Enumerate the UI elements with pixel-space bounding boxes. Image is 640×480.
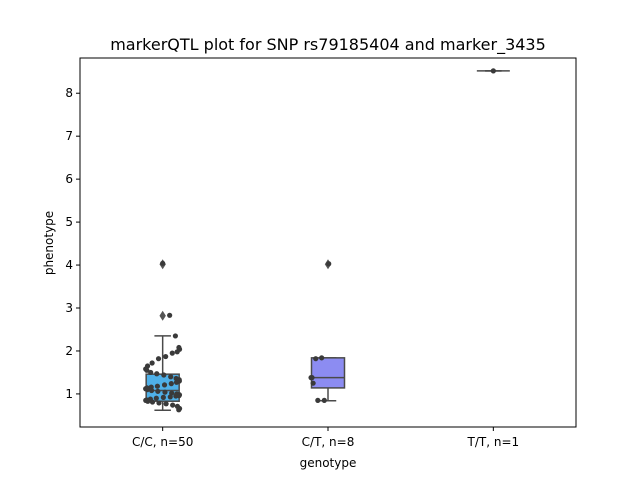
y-tick-label: 7	[65, 129, 73, 143]
y-tick-label: 2	[65, 344, 73, 358]
x-tick-label: C/C, n=50	[132, 435, 193, 449]
data-point	[168, 374, 174, 380]
y-tick-label: 1	[65, 387, 73, 401]
y-tick-label: 5	[65, 215, 73, 229]
data-point	[313, 356, 319, 362]
data-point	[170, 402, 176, 408]
data-point	[315, 397, 321, 403]
data-point	[156, 400, 162, 406]
data-point	[144, 387, 150, 393]
data-point	[145, 398, 151, 404]
data-point	[169, 350, 175, 356]
data-point	[162, 389, 168, 395]
data-point	[174, 349, 180, 355]
data-point	[155, 356, 162, 362]
y-tick-label: 8	[65, 86, 73, 100]
data-point	[172, 333, 179, 339]
plot-frame	[79, 57, 577, 428]
data-point	[308, 374, 314, 381]
box-outlier	[159, 310, 166, 321]
y-tick-label: 6	[65, 172, 73, 186]
data-point	[176, 407, 182, 413]
x-axis-label: genotype	[300, 456, 357, 470]
data-point	[149, 360, 155, 366]
data-point	[163, 401, 169, 407]
data-point	[326, 261, 332, 267]
data-point	[173, 379, 180, 385]
y-axis-label: phenotype	[42, 211, 56, 275]
data-point	[155, 388, 161, 394]
data-point	[161, 382, 168, 388]
data-point	[160, 394, 166, 400]
plot-area: 1 2 3 4 5 6 7 8 C/C, n=50 C/T, n=8 T/T, n=1	[65, 68, 519, 449]
data-point	[161, 372, 167, 378]
data-point	[321, 397, 327, 403]
chart-title: markerQTL plot for SNP rs79185404 and ma…	[110, 35, 546, 55]
data-point	[154, 383, 161, 389]
y-tick-label: 4	[65, 258, 73, 272]
y-tick-label: 3	[65, 301, 73, 315]
data-point	[167, 394, 173, 400]
data-point	[153, 395, 159, 401]
box-body	[310, 357, 346, 389]
data-point	[319, 355, 325, 361]
data-point	[154, 371, 160, 377]
x-tick-label: T/T, n=1	[467, 435, 520, 449]
data-point	[167, 312, 173, 318]
data-point	[148, 369, 154, 376]
data-point	[144, 367, 150, 373]
data-point	[168, 381, 174, 387]
data-point	[163, 353, 169, 360]
data-point	[310, 380, 316, 386]
x-tick-label: C/T, n=8	[302, 435, 355, 449]
data-point	[490, 68, 496, 74]
data-point	[149, 399, 156, 405]
data-point	[160, 260, 166, 266]
data-point	[173, 393, 179, 399]
data-point	[148, 387, 155, 394]
